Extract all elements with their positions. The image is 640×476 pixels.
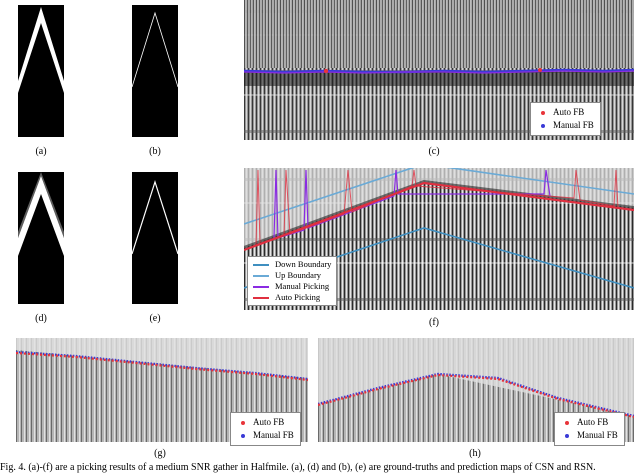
legend-auto-fb: Auto FB: [553, 107, 585, 117]
label-a: (a): [35, 146, 47, 157]
manual-fb-marker: [541, 123, 545, 128]
manual-fb-line-c: [244, 68, 634, 74]
label-g: (g): [154, 448, 166, 459]
legend-c: Auto FB Manual FB: [530, 102, 601, 136]
auto-fb-marker: [541, 110, 545, 115]
label-h: (h): [469, 448, 481, 459]
legend-manual-picking: Manual Picking: [275, 281, 330, 291]
legend-g-manual-fb: Manual FB: [253, 430, 294, 440]
panel-g: [16, 338, 308, 442]
legend-f: Down Boundary Up Boundary Manual Picking…: [247, 256, 338, 306]
down-boundary-swatch: [253, 263, 269, 266]
panel-b: [132, 5, 178, 137]
legend-auto-picking: Auto Picking: [275, 292, 321, 302]
auto-fb-marker: [565, 420, 569, 425]
auto-fb-line-g: [16, 351, 308, 382]
legend-down-boundary: Down Boundary: [275, 259, 332, 269]
figure-caption: Fig. 4. (a)-(f) are a picking results of…: [0, 462, 596, 473]
label-e: (e): [149, 313, 161, 324]
legend-up-boundary: Up Boundary: [275, 270, 322, 280]
label-b: (b): [149, 146, 161, 157]
panel-h: [318, 338, 634, 442]
legend-h-manual-fb: Manual FB: [577, 430, 618, 440]
panel-a: [18, 5, 64, 137]
legend-g: Auto FB Manual FB: [230, 412, 301, 446]
panel-e: [132, 172, 178, 304]
panel-f: [244, 168, 634, 310]
auto-picking-spikes: [255, 169, 619, 247]
auto-fb-point: [323, 68, 329, 74]
auto-fb-point: [538, 68, 542, 72]
panel-c: [244, 0, 634, 140]
legend-g-auto-fb: Auto FB: [253, 417, 285, 427]
auto-fb-line-c: [244, 70, 634, 74]
up-boundary-line: [244, 168, 634, 225]
legend-h: Auto FB Manual FB: [554, 412, 625, 446]
auto-picking-swatch: [253, 296, 269, 299]
panel-d: [18, 172, 64, 304]
label-f: (f): [429, 317, 439, 328]
legend-manual-fb: Manual FB: [553, 120, 594, 130]
label-c: (c): [428, 146, 440, 157]
up-boundary-swatch: [253, 274, 269, 277]
manual-picking-line: [273, 169, 551, 239]
manual-fb-marker: [565, 433, 569, 438]
label-d: (d): [35, 313, 47, 324]
manual-picking-swatch: [253, 285, 269, 288]
auto-fb-marker: [241, 420, 245, 425]
auto-fb-line-h: [318, 373, 634, 419]
legend-h-auto-fb: Auto FB: [577, 417, 609, 427]
auto-picking-line: [244, 181, 634, 252]
manual-fb-marker: [241, 433, 245, 438]
